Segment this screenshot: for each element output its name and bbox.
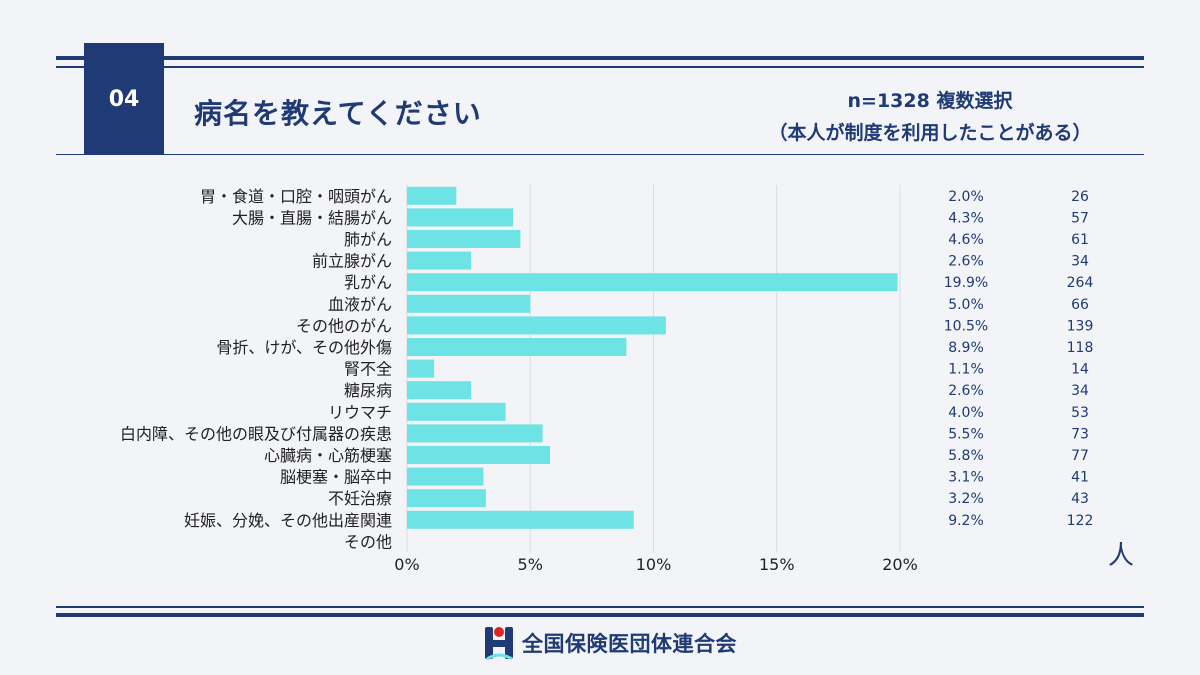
category-label: 糖尿病 bbox=[344, 381, 392, 400]
footer-rule-thick bbox=[56, 613, 1144, 617]
category-label: 肺がん bbox=[344, 230, 392, 249]
category-label: その他のがん bbox=[296, 316, 392, 335]
percent-data-label: 19.9% bbox=[944, 275, 988, 291]
percent-data-label: 10.5% bbox=[944, 318, 988, 334]
unit-label: 人 bbox=[1108, 541, 1135, 571]
x-tick-label: 20% bbox=[882, 555, 918, 574]
category-label: 腎不全 bbox=[344, 360, 392, 379]
x-tick-label: 0% bbox=[394, 555, 419, 574]
bar bbox=[407, 208, 513, 227]
count-data-label: 26 bbox=[1071, 189, 1089, 205]
bar bbox=[407, 489, 486, 508]
percent-data-label: 4.3% bbox=[948, 210, 984, 226]
count-data-label: 77 bbox=[1071, 448, 1089, 464]
category-label: 大腸・直腸・結腸がん bbox=[232, 208, 392, 227]
bar bbox=[407, 294, 531, 313]
bar bbox=[407, 230, 521, 248]
percent-data-label: 5.0% bbox=[948, 297, 984, 313]
count-data-label: 41 bbox=[1071, 470, 1089, 486]
bar bbox=[407, 446, 550, 464]
sample-size-text: n=1328 複数選択 bbox=[847, 90, 1013, 112]
category-label: 心臓病・心筋梗塞 bbox=[264, 446, 392, 465]
category-label: 乳がん bbox=[344, 273, 392, 292]
percent-data-label: 4.0% bbox=[948, 405, 984, 421]
count-data-label: 34 bbox=[1071, 383, 1089, 399]
count-data-label: 57 bbox=[1071, 210, 1089, 226]
bar bbox=[407, 381, 472, 400]
federation-logo-icon bbox=[485, 627, 513, 661]
bar bbox=[407, 316, 666, 335]
bar bbox=[407, 402, 506, 421]
category-label: 不妊治療 bbox=[328, 489, 392, 508]
percent-data-label: 2.6% bbox=[948, 383, 984, 399]
page-title: 病名を教えてください bbox=[194, 97, 482, 130]
count-data-label: 73 bbox=[1071, 426, 1089, 442]
bar bbox=[407, 186, 457, 205]
category-label: 脳梗塞・脳卒中 bbox=[280, 468, 392, 487]
percent-data-label: 5.8% bbox=[948, 448, 984, 464]
respondent-note-text: （本人が制度を利用したことがある） bbox=[768, 122, 1092, 144]
percent-data-label: 3.1% bbox=[948, 470, 984, 486]
percent-data-label: 1.1% bbox=[948, 362, 984, 378]
bar bbox=[407, 424, 543, 443]
footer-logo: 全国保険医団体連合会 bbox=[482, 623, 737, 663]
x-tick-label: 15% bbox=[759, 555, 795, 574]
count-data-label: 53 bbox=[1071, 405, 1089, 421]
count-data-label: 14 bbox=[1071, 362, 1089, 378]
percent-data-label: 2.6% bbox=[948, 254, 984, 270]
top-rule-thick bbox=[56, 56, 1144, 60]
percent-data-label: 4.6% bbox=[948, 232, 984, 248]
footer-rule-thin bbox=[56, 606, 1144, 608]
category-label: 血液がん bbox=[328, 295, 392, 314]
bar bbox=[407, 510, 634, 529]
section-number-badge: 04 bbox=[84, 43, 164, 155]
count-data-label: 118 bbox=[1067, 340, 1094, 356]
bar bbox=[407, 467, 484, 486]
bar bbox=[407, 273, 898, 292]
count-data-label: 122 bbox=[1067, 513, 1094, 529]
percent-data-label: 9.2% bbox=[948, 513, 984, 529]
category-label: その他 bbox=[344, 532, 392, 551]
x-tick-label: 5% bbox=[518, 555, 543, 574]
count-data-label: 43 bbox=[1071, 491, 1089, 507]
category-label: 前立腺がん bbox=[312, 252, 392, 271]
percent-data-label: 2.0% bbox=[948, 189, 984, 205]
bar bbox=[407, 251, 472, 270]
category-label: 骨折、けが、その他外傷 bbox=[216, 338, 392, 357]
count-data-label: 264 bbox=[1067, 275, 1094, 291]
percent-data-label: 5.5% bbox=[948, 426, 984, 442]
category-label: 胃・食道・口腔・咽頭がん bbox=[200, 187, 392, 206]
x-tick-label: 10% bbox=[636, 555, 672, 574]
percent-data-label: 8.9% bbox=[948, 340, 984, 356]
org-name: 全国保険医団体連合会 bbox=[522, 632, 737, 656]
count-data-label: 66 bbox=[1071, 297, 1089, 313]
header-bottom-rule bbox=[56, 154, 1144, 155]
category-label: 妊娠、分娩、その他出産関連 bbox=[184, 511, 392, 530]
percent-data-label: 3.2% bbox=[948, 491, 984, 507]
count-data-label: 139 bbox=[1067, 318, 1094, 334]
category-label: リウマチ bbox=[328, 403, 392, 422]
count-data-label: 61 bbox=[1071, 232, 1089, 248]
category-label: 白内障、その他の眼及び付属器の疾患 bbox=[120, 424, 392, 443]
bar bbox=[407, 359, 435, 378]
bar bbox=[407, 338, 627, 356]
count-data-label: 34 bbox=[1071, 254, 1089, 270]
top-rule-thin bbox=[56, 66, 1144, 68]
